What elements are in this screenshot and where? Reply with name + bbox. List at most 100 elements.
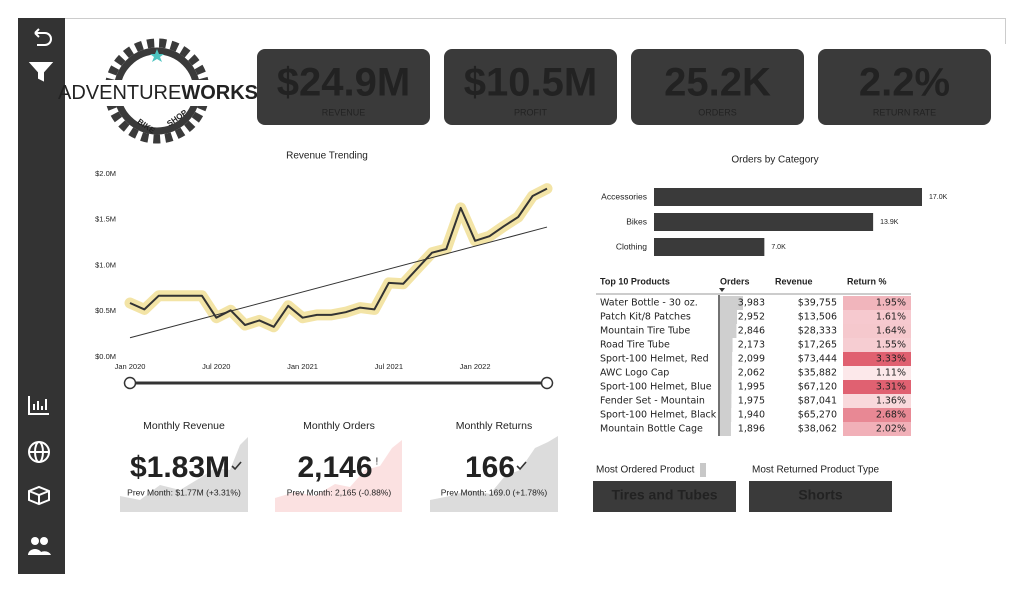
product-name: Mountain Bottle Cage — [600, 424, 703, 435]
table-header: Top 10 Products — [600, 276, 670, 286]
card-title: Monthly Orders — [303, 420, 375, 432]
filter-icon[interactable] — [28, 62, 54, 82]
sparkline-area — [430, 436, 558, 512]
card-prev: Prev Month: 169.0 (+1.78%) — [441, 487, 548, 497]
revenue-cell: $65,270 — [798, 410, 837, 421]
orders-cell: 1,995 — [738, 382, 765, 393]
bar — [654, 188, 922, 206]
kpi-label: PROFIT — [514, 107, 548, 117]
y-tick-label: $0.0M — [95, 352, 116, 361]
return-cell: 1.61% — [876, 312, 906, 323]
orders-cell: 2,952 — [738, 312, 765, 323]
orders-cell: 2,099 — [738, 354, 765, 365]
return-cell: 1.95% — [876, 298, 906, 309]
logo-word: WORKS — [181, 82, 258, 104]
return-cell-bg — [843, 324, 911, 338]
category-label: Accessories — [601, 191, 647, 201]
table-header: Revenue — [775, 276, 813, 286]
orders-data-bar — [720, 394, 732, 408]
revenue-cell: $13,506 — [798, 312, 837, 323]
revenue-cell: $38,062 — [798, 424, 837, 435]
category-label: Clothing — [616, 241, 647, 251]
sidebar — [18, 18, 65, 574]
kpi-label: ORDERS — [698, 107, 737, 117]
sidebar-icons — [28, 28, 54, 555]
check-icon — [516, 461, 527, 471]
revenue-cell: $17,265 — [798, 340, 837, 351]
chart-title: Orders by Category — [731, 155, 818, 166]
sparkline-area — [120, 437, 248, 512]
product-name: Mountain Tire Tube — [600, 326, 690, 337]
logo-star — [150, 49, 164, 62]
return-cell: 1.64% — [876, 326, 906, 337]
kpi-label: REVENUE — [322, 107, 366, 117]
revenue-cell: $67,120 — [798, 382, 837, 393]
return-cell-bg — [843, 366, 911, 380]
orders-cell: 3,983 — [738, 298, 765, 309]
product-name: Water Bottle - 30 oz. — [600, 298, 698, 309]
y-tick-label: $0.5M — [95, 306, 116, 315]
return-cell: 3.33% — [876, 354, 906, 365]
return-cell-bg — [843, 394, 911, 408]
globe-icon[interactable] — [28, 441, 50, 463]
return-cell-bg — [843, 310, 911, 324]
return-cell: 1.36% — [876, 396, 906, 407]
logo: ADVENTUREWORKS BIKE SHOP — [58, 38, 258, 144]
sort-indicator — [719, 288, 725, 292]
product-name: Fender Set - Mountain — [600, 396, 705, 407]
product-name: Patch Kit/8 Patches — [600, 312, 691, 323]
y-tick-label: $2.0M — [95, 169, 116, 178]
card-title: Monthly Returns — [456, 420, 532, 432]
slider-handle[interactable] — [540, 376, 554, 390]
kpi-card — [818, 49, 991, 125]
bar-value-label: 7.0K — [771, 244, 786, 251]
orders-data-bar — [720, 324, 737, 338]
kpi-card — [631, 49, 804, 125]
return-cell-bg — [843, 380, 911, 394]
people-icon[interactable] — [28, 537, 51, 555]
logo-word: ADVENTURE — [58, 82, 181, 104]
kpi-value: $24.9M — [277, 61, 410, 105]
highlight-label: Most Returned Product Type — [752, 465, 880, 476]
revenue-cell: $28,333 — [798, 326, 837, 337]
bar — [654, 213, 874, 231]
x-tick-label: Jan 2021 — [287, 362, 318, 371]
bar-value-label: 17.0K — [929, 194, 948, 201]
highlight-label: Most Ordered Product — [596, 465, 695, 476]
chart-icon[interactable] — [28, 396, 49, 415]
orders-data-bar — [720, 380, 732, 394]
chart-title: Revenue Trending — [286, 151, 368, 162]
product-name: AWC Logo Cap — [600, 368, 669, 379]
slider-handle[interactable] — [123, 376, 137, 390]
alert-flag: ! — [376, 457, 379, 468]
revenue-cell: $39,755 — [798, 298, 837, 309]
trend-line — [129, 226, 548, 339]
table-header: Orders — [720, 276, 750, 286]
kpi-label: RETURN RATE — [873, 107, 936, 117]
kpi-card — [444, 49, 617, 125]
orders-data-bar — [720, 296, 743, 310]
return-cell: 2.68% — [876, 410, 906, 421]
product-name: Sport-100 Helmet, Black — [600, 410, 717, 421]
return-cell: 1.55% — [876, 340, 906, 351]
orders-data-bar — [720, 338, 733, 352]
scroll-marker — [700, 463, 706, 477]
orders-cell: 1,975 — [738, 396, 765, 407]
orders-cell: 1,940 — [738, 410, 765, 421]
return-cell: 2.02% — [876, 424, 906, 435]
x-tick-label: Jan 2022 — [460, 362, 491, 371]
orders-cell: 2,173 — [738, 340, 765, 351]
orders-cell: 1,896 — [738, 424, 765, 435]
orders-data-bar — [720, 422, 731, 436]
kpi-value: 2.2% — [859, 61, 950, 105]
bar — [654, 238, 765, 256]
back-icon[interactable] — [34, 28, 52, 46]
product-name: Sport-100 Helmet, Red — [600, 354, 709, 365]
kpi-value: 25.2K — [664, 61, 771, 105]
date-slider[interactable] — [123, 376, 554, 390]
revenue-cell: $73,444 — [798, 354, 837, 365]
return-cell-bg — [843, 352, 911, 366]
return-cell-bg — [843, 296, 911, 310]
box-icon[interactable] — [28, 485, 50, 506]
product-name: Sport-100 Helmet, Blue — [600, 382, 712, 393]
